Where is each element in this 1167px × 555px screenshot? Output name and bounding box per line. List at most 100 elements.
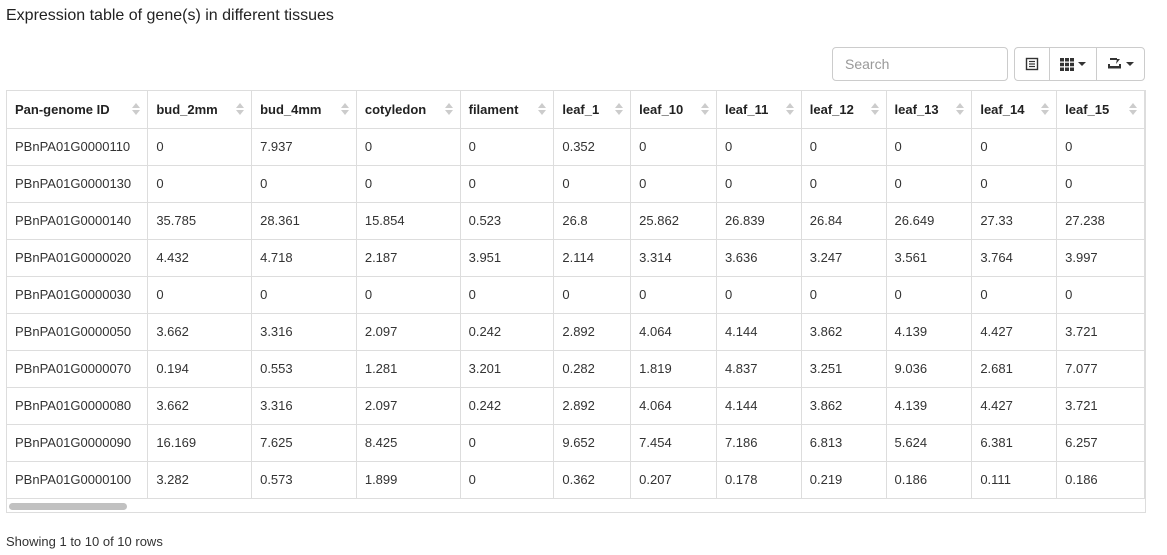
expression-value-cell: 0 [630,276,717,314]
expression-value-cell: 3.561 [886,239,973,277]
expression-value-cell: 0.219 [801,461,887,499]
column-header[interactable]: leaf_15 [1056,91,1145,129]
expression-value-cell: 0 [801,165,887,203]
column-header-label: cotyledon [364,101,427,117]
export-button[interactable] [1096,47,1145,81]
expression-value-cell: 0 [971,276,1058,314]
expression-value-cell: 1.899 [356,461,461,499]
table-row: PBnPA01G0000130 0 0 0 0 0 0 0 0 0 0 0 [7,165,1145,203]
toggle-view-button[interactable] [1014,47,1050,81]
scrollbar-thumb[interactable] [9,503,127,510]
expression-value-cell: 0.523 [460,202,555,240]
expression-value-cell: 0 [553,276,632,314]
gene-id-cell: PBnPA01G0000110 [7,128,149,166]
expression-value-cell: 7.454 [630,424,717,462]
table-row: PBnPA01G0000140 35.785 28.361 15.854 0.523 26… [7,202,1145,240]
sort-icon [1129,103,1137,116]
expression-value-cell: 15.854 [356,202,461,240]
toolbar-button-group [1014,47,1145,81]
expression-value-cell: 0.352 [553,128,632,166]
table-row: PBnPA01G0000030 0 0 0 0 0 0 0 0 0 0 0 [7,276,1145,314]
expression-value-cell: 0 [460,461,555,499]
expression-value-cell: 0 [553,165,632,203]
expression-value-cell: 0.111 [971,461,1058,499]
chevron-down-icon [1078,62,1086,66]
sort-icon [870,103,879,116]
expression-value-cell: 0.178 [716,461,802,499]
column-header[interactable]: leaf_11 [716,91,802,129]
search-input[interactable] [832,47,1008,81]
column-header-label: leaf_1 [562,101,600,117]
expression-value-cell: 0 [460,424,555,462]
column-header-label: leaf_12 [809,101,854,117]
expression-value-cell: 7.937 [251,128,357,166]
expression-value-cell: 0 [147,165,253,203]
expression-value-cell: 7.625 [251,424,357,462]
column-header-label: leaf_11 [724,101,769,117]
column-header[interactable]: Pan-genome ID [7,91,149,129]
table-row: PBnPA01G0000020 4.432 4.718 2.187 3.951 2.114… [7,239,1145,277]
expression-value-cell: 0 [251,276,357,314]
horizontal-scrollbar[interactable] [6,501,1146,513]
expression-value-cell: 4.427 [971,313,1058,351]
expression-value-cell: 4.139 [886,387,973,425]
expression-value-cell: 3.862 [801,387,887,425]
sort-icon [236,103,245,116]
column-header[interactable]: filament [460,91,555,129]
sort-icon [444,103,453,116]
expression-value-cell: 26.649 [886,202,973,240]
expression-value-cell: 6.813 [801,424,887,462]
table-row: PBnPA01G0000050 3.662 3.316 2.097 0.242 2.892… [7,313,1145,351]
expression-value-cell: 2.097 [356,313,461,351]
expression-value-cell: 6.257 [1056,424,1145,462]
expression-value-cell: 0 [1056,165,1145,203]
expression-value-cell: 2.114 [553,239,632,277]
gene-id-cell: PBnPA01G0000140 [7,202,149,240]
expression-value-cell: 0.242 [460,313,555,351]
sort-icon [956,103,965,116]
expression-value-cell: 0 [630,165,717,203]
column-header[interactable]: leaf_12 [801,91,887,129]
expression-value-cell: 4.144 [716,387,802,425]
expression-value-cell: 3.721 [1056,313,1145,351]
columns-button[interactable] [1049,47,1097,81]
column-header[interactable]: leaf_10 [630,91,717,129]
expression-value-cell: 0 [356,128,461,166]
column-header[interactable]: leaf_13 [886,91,973,129]
gene-id-cell: PBnPA01G0000070 [7,350,149,388]
expression-value-cell: 2.187 [356,239,461,277]
sort-icon [785,103,794,116]
expression-value-cell: 0 [886,165,973,203]
column-header[interactable]: bud_2mm [147,91,253,129]
expression-value-cell: 0 [716,276,802,314]
sort-icon [340,103,349,116]
expression-value-cell: 4.837 [716,350,802,388]
column-header[interactable]: leaf_1 [553,91,632,129]
expression-value-cell: 7.077 [1056,350,1145,388]
expression-value-cell: 4.427 [971,387,1058,425]
expression-value-cell: 4.432 [147,239,253,277]
column-header[interactable]: cotyledon [356,91,461,129]
pagination-info: Showing 1 to 10 of 10 rows [6,534,163,549]
expression-value-cell: 3.282 [147,461,253,499]
table-row: PBnPA01G0000090 16.169 7.625 8.425 0 9.652 7.4… [7,424,1145,462]
column-header-label: leaf_15 [1065,101,1110,117]
expression-value-cell: 6.381 [971,424,1058,462]
gene-id-cell: PBnPA01G0000100 [7,461,149,499]
expression-value-cell: 2.892 [553,387,632,425]
expression-value-cell: 1.819 [630,350,717,388]
table-body: PBnPA01G0000110 0 7.937 0 0 0.352 0 0 0 0 0 0 PBnPA0… [7,128,1145,499]
expression-value-cell: 26.84 [801,202,887,240]
expression-value-cell: 4.718 [251,239,357,277]
column-header-label: leaf_13 [894,101,939,117]
expression-value-cell: 0 [801,128,887,166]
sort-icon [1041,103,1050,116]
column-header[interactable]: leaf_14 [971,91,1058,129]
expression-value-cell: 25.862 [630,202,717,240]
expression-value-cell: 0.282 [553,350,632,388]
expression-value-cell: 0.186 [1056,461,1145,499]
expression-value-cell: 1.281 [356,350,461,388]
expression-value-cell: 2.681 [971,350,1058,388]
column-header[interactable]: bud_4mm [251,91,357,129]
expression-value-cell: 0 [886,276,973,314]
